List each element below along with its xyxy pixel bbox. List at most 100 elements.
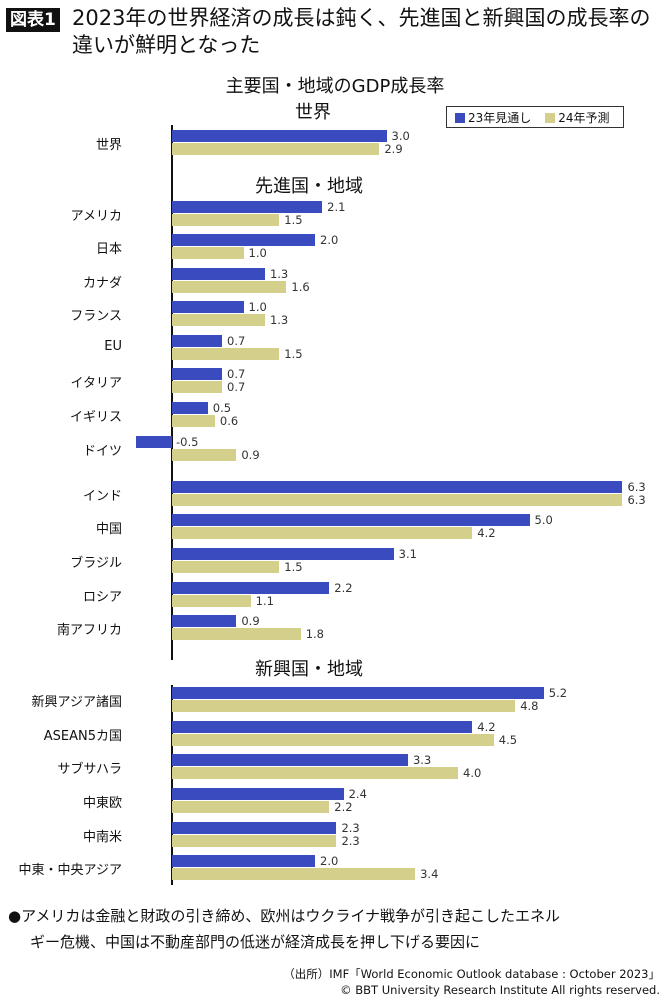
bar-23	[172, 788, 344, 800]
legend-swatch	[455, 112, 465, 123]
note-line: ギー危機、中国は不動産部門の低迷が経済成長を押し下げる要因に	[30, 933, 481, 951]
category-label: サブサハラ	[57, 762, 122, 777]
value-label: 2.3	[341, 821, 360, 835]
category-label: 中国	[95, 522, 122, 537]
value-label: 2.3	[341, 834, 360, 848]
source: （出所）IMF「World Economic Outlook database …	[283, 966, 660, 998]
category-label: 日本	[95, 242, 122, 257]
legend: 23年見通し 24年予測	[446, 106, 624, 128]
value-label: 5.0	[534, 513, 553, 527]
bar-23	[172, 335, 223, 347]
bar-24	[172, 348, 280, 360]
bar-24	[172, 628, 301, 640]
value-label: 4.5	[498, 733, 518, 747]
value-label: 1.1	[255, 594, 274, 608]
bar-24	[172, 415, 215, 427]
category-label: 中南米	[82, 830, 122, 845]
bar-23	[172, 268, 265, 280]
value-label: 2.0	[320, 233, 339, 247]
value-label: 4.8	[520, 699, 539, 713]
bar-24	[172, 314, 265, 326]
value-label: 6.3	[627, 493, 646, 507]
figure-badge: 図表1	[6, 8, 60, 32]
value-label: 1.6	[291, 280, 310, 294]
bar-23	[172, 687, 544, 699]
bar-24	[172, 281, 287, 293]
category-label: 中東・中央アジア	[18, 863, 122, 878]
legend-item-24: 24年予測	[545, 109, 610, 126]
category-label: 世界	[95, 138, 122, 153]
legend-swatch	[545, 112, 556, 123]
bar-23	[172, 130, 387, 142]
bar-23	[172, 402, 208, 414]
category-label: EU	[104, 339, 122, 354]
bar-24	[172, 767, 458, 779]
value-label: 1.3	[269, 267, 289, 281]
value-label: 1.3	[269, 313, 289, 327]
legend-item-23: 23年見通し	[455, 109, 531, 126]
category-label: イタリア	[70, 376, 122, 391]
value-label: 0.6	[219, 414, 239, 428]
value-label: 1.5	[284, 347, 303, 361]
value-label: -0.5	[176, 435, 199, 449]
bar-23	[172, 514, 530, 526]
value-label: 4.2	[477, 720, 496, 734]
bar-23	[172, 201, 323, 213]
value-label: 2.1	[327, 200, 346, 214]
value-label: 3.4	[420, 867, 439, 881]
value-label: 2.0	[320, 854, 339, 868]
chart-title: 主要国・地域のGDP成長率	[225, 76, 445, 97]
value-label: 0.5	[212, 401, 232, 415]
category-label: 中東欧	[82, 796, 122, 811]
value-label: 2.2	[334, 581, 353, 595]
bar-24	[172, 835, 337, 847]
bar-23	[172, 855, 315, 867]
bar-23	[172, 368, 223, 380]
page-title: 2023年の世界経済の成長は鈍く、先進国と新興国の成長率の違いが鮮明となった	[72, 6, 651, 57]
value-label: 0.7	[227, 380, 246, 394]
value-label: 3.0	[391, 129, 410, 143]
category-label: ASEAN5カ国	[43, 729, 122, 744]
bar-24	[172, 868, 416, 880]
legend-label: 23年見通し	[468, 110, 532, 125]
bar-23	[172, 822, 337, 834]
category-label: ドイツ	[82, 444, 122, 459]
section-heading: 先進国・地域	[255, 176, 363, 197]
note: ●アメリカは金融と財政の引き締め、欧州はウクライナ戦争が引き起こしたエネル ギー…	[8, 903, 648, 955]
bar-23	[172, 615, 237, 627]
bar-24	[172, 595, 251, 607]
bar-24	[172, 700, 516, 712]
value-label: 0.9	[241, 448, 260, 462]
bar-23	[172, 301, 244, 313]
category-label: アメリカ	[70, 209, 122, 224]
value-label: 0.9	[241, 614, 260, 628]
bar-24	[172, 527, 473, 539]
note-line: ●アメリカは金融と財政の引き締め、欧州はウクライナ戦争が引き起こしたエネル	[8, 907, 561, 925]
value-label: 1.5	[284, 213, 303, 227]
value-label: 1.0	[248, 300, 267, 314]
category-label: ブラジル	[70, 556, 122, 571]
bar-23	[172, 754, 408, 766]
category-label: ロシア	[82, 590, 122, 605]
bar-24	[172, 449, 237, 461]
bar-24	[172, 801, 330, 813]
value-label: 2.2	[334, 800, 353, 814]
section-heading: 新興国・地域	[255, 659, 363, 680]
bar-24	[172, 381, 223, 393]
section-heading: 世界	[295, 102, 331, 123]
value-label: 1.0	[248, 246, 267, 260]
value-label: 3.3	[412, 753, 432, 767]
category-label: 南アフリカ	[56, 623, 122, 638]
copyright-line: © BBT University Research Institute All …	[340, 983, 660, 997]
bar-24	[172, 494, 623, 506]
category-label: イギリス	[69, 410, 122, 425]
value-label: 5.2	[548, 686, 568, 700]
value-label: 0.7	[227, 367, 246, 381]
category-label: 新興アジア諸国	[31, 695, 122, 710]
bar-24	[172, 247, 244, 259]
bar-23	[172, 582, 330, 594]
value-label: 1.5	[284, 560, 303, 574]
legend-label: 24年予測	[558, 110, 610, 125]
bar-23	[172, 481, 623, 493]
axis-line	[171, 685, 173, 885]
